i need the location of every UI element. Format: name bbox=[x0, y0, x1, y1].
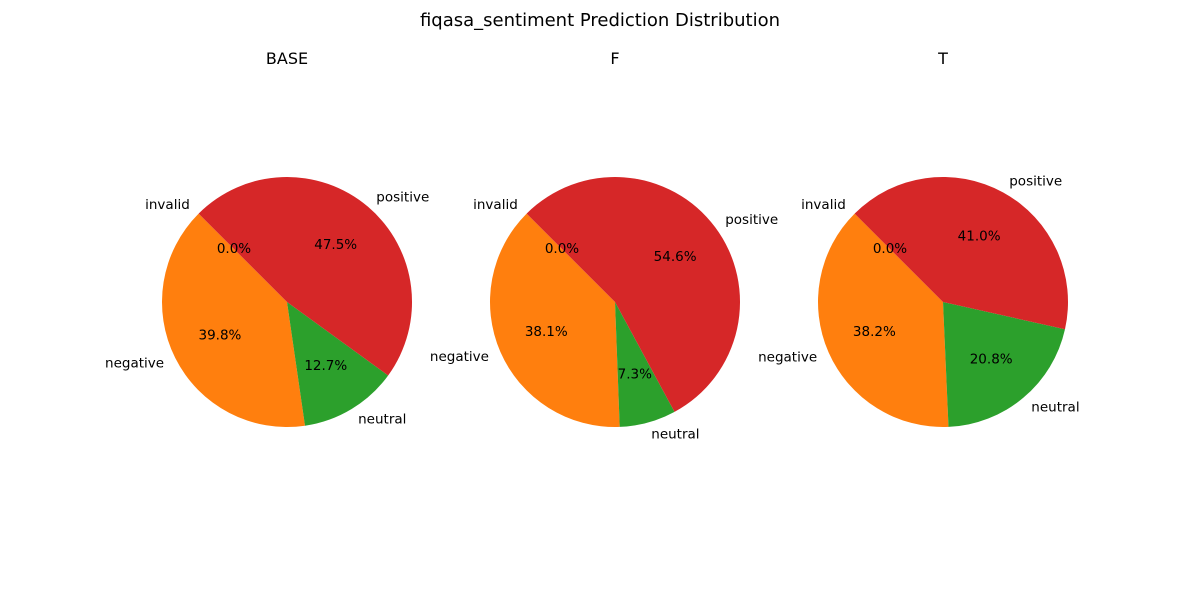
pie-slice-negative bbox=[161, 213, 305, 428]
slice-label-negative: negative bbox=[430, 349, 489, 365]
pie-slice-neutral bbox=[287, 302, 389, 426]
slice-value-negative: 38.2% bbox=[853, 324, 896, 340]
slice-value-positive: 54.6% bbox=[654, 249, 697, 265]
slice-label-neutral: neutral bbox=[358, 412, 406, 428]
slice-value-positive: 41.0% bbox=[958, 228, 1001, 244]
pie-slice-neutral bbox=[943, 302, 1065, 427]
slice-label-negative: negative bbox=[758, 349, 817, 365]
pie-title: T bbox=[937, 49, 948, 68]
slice-value-neutral: 7.3% bbox=[618, 366, 652, 382]
slice-label-invalid: invalid bbox=[473, 197, 518, 213]
slice-label-invalid: invalid bbox=[145, 197, 190, 213]
pie-chart-base: BASE invalid 0.0% negative 39.8% neutral 12.7%… bbox=[105, 49, 429, 428]
slice-label-negative: negative bbox=[105, 356, 164, 372]
pie-title: BASE bbox=[266, 49, 308, 68]
slice-value-neutral: 20.8% bbox=[970, 351, 1013, 367]
pie-slice-neutral bbox=[615, 302, 675, 427]
slice-label-invalid: invalid bbox=[801, 197, 846, 213]
slice-value-invalid: 0.0% bbox=[873, 241, 907, 257]
pie-slice-negative bbox=[489, 213, 620, 427]
pie-slice-negative bbox=[817, 213, 949, 428]
slice-label-positive: positive bbox=[725, 212, 778, 228]
slice-value-negative: 38.1% bbox=[525, 324, 568, 340]
slice-value-negative: 39.8% bbox=[199, 328, 242, 344]
slice-label-neutral: neutral bbox=[651, 427, 699, 443]
slice-value-invalid: 0.0% bbox=[545, 241, 579, 257]
slice-label-positive: positive bbox=[1009, 174, 1062, 190]
slice-value-positive: 47.5% bbox=[314, 237, 357, 253]
slice-value-neutral: 12.7% bbox=[304, 358, 347, 374]
slice-label-neutral: neutral bbox=[1031, 399, 1079, 415]
slice-value-invalid: 0.0% bbox=[217, 241, 251, 257]
pie-slice-positive bbox=[198, 176, 413, 376]
pie-slice-positive bbox=[526, 176, 741, 412]
slice-label-positive: positive bbox=[376, 189, 429, 205]
pie-title: F bbox=[610, 49, 619, 68]
figure-title: fiqasa_sentiment Prediction Distribution bbox=[420, 10, 780, 31]
pie-slice-positive bbox=[854, 176, 1069, 330]
